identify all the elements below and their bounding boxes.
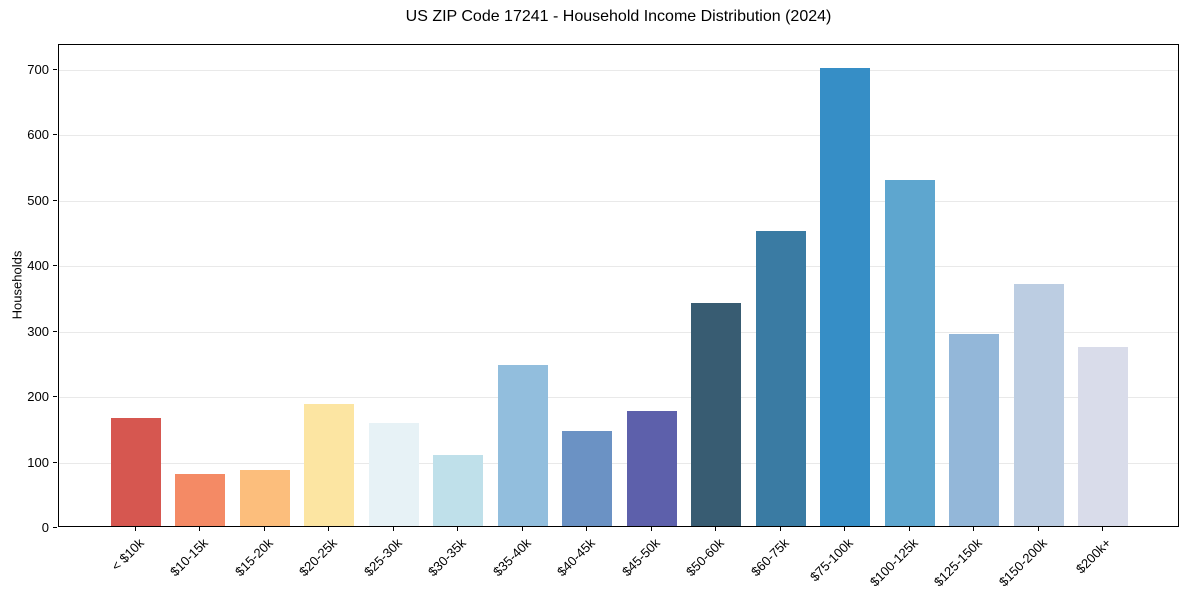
bar-40-45k [562,431,612,526]
bar-10-15k [175,474,225,526]
x-tick-mark-10 [780,527,781,531]
bar-100-125k [885,180,935,526]
x-tick-mark-15 [1102,527,1103,531]
gridline-y-400 [59,266,1178,267]
bar-20-25k [304,404,354,526]
gridline-y-200 [59,397,1178,398]
y-tick-label-200: 200 [27,389,49,404]
y-tick-label-400: 400 [27,258,49,273]
gridline-y-100 [59,463,1178,464]
x-tick-mark-13 [973,527,974,531]
bar-60-75k [756,231,806,526]
bar-50-60k [691,303,741,526]
x-tick-mark-12 [909,527,910,531]
x-tick-mark-3 [328,527,329,531]
chart-title: US ZIP Code 17241 - Household Income Dis… [405,8,832,25]
y-tick-mark-700 [53,69,57,70]
y-tick-mark-300 [53,331,57,332]
y-tick-mark-0 [53,527,57,528]
y-tick-mark-600 [53,134,57,135]
y-tick-label-500: 500 [27,193,49,208]
y-tick-mark-200 [53,396,57,397]
bar-10k [111,418,161,526]
y-tick-label-300: 300 [27,324,49,339]
y-tick-label-700: 700 [27,62,49,77]
y-tick-mark-400 [53,265,57,266]
bar-75-100k [820,68,870,526]
x-tick-mark-0 [135,527,136,531]
bar-35-40k [498,365,548,526]
bar-15-20k [240,470,290,526]
plot-area [58,44,1179,527]
x-tick-mark-6 [522,527,523,531]
bar-125-150k [949,334,999,526]
y-tick-label-0: 0 [41,520,49,535]
x-tick-mark-9 [715,527,716,531]
x-tick-label-0: < $10k [108,535,147,574]
bar-200k [1078,347,1128,526]
bar-150-200k [1014,284,1064,526]
x-tick-mark-2 [264,527,265,531]
x-tick-mark-1 [199,527,200,531]
x-tick-mark-7 [586,527,587,531]
y-tick-mark-500 [53,200,57,201]
x-tick-mark-8 [651,527,652,531]
y-tick-label-100: 100 [27,455,49,470]
gridline-y-700 [59,70,1178,71]
y-tick-label-600: 600 [27,127,49,142]
bar-30-35k [433,455,483,526]
x-tick-mark-14 [1038,527,1039,531]
x-tick-mark-5 [457,527,458,531]
gridline-y-600 [59,135,1178,136]
bar-45-50k [627,411,677,526]
x-tick-mark-11 [844,527,845,531]
gridline-y-500 [59,201,1178,202]
y-tick-mark-100 [53,462,57,463]
x-tick-mark-4 [393,527,394,531]
gridline-y-300 [59,332,1178,333]
bar-25-30k [369,423,419,526]
